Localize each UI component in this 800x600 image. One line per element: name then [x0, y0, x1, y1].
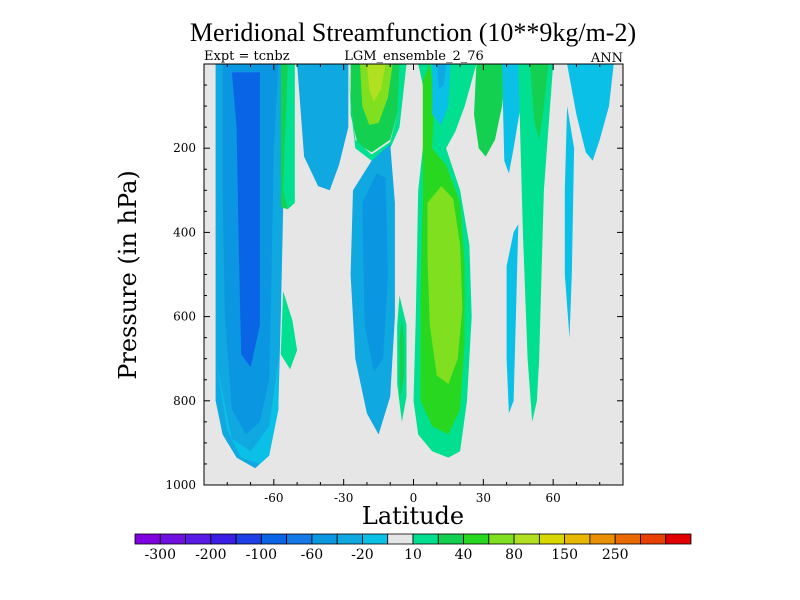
- colorbar-swatch: [362, 533, 389, 545]
- contour-upper-tropic-peak: [366, 64, 386, 102]
- x-axis-label: Latitude: [362, 502, 464, 530]
- colorbar-label: -100: [246, 547, 277, 563]
- y-axis-label: Pressure (in hPa): [114, 170, 142, 380]
- colorbar-label: 40: [455, 547, 473, 563]
- colorbar-label: 150: [551, 547, 578, 563]
- x-tick-label: -30: [334, 491, 353, 505]
- x-tick-label: 0: [410, 491, 418, 505]
- y-tick-label: 800: [173, 394, 196, 408]
- colorbar-label: 10: [404, 547, 422, 563]
- colorbar-swatch: [336, 533, 363, 545]
- contour-southern-cell-center: [231, 72, 260, 368]
- subtitle-left: Expt = tcnbz: [204, 49, 290, 64]
- contour-hadley-south-core: [362, 173, 388, 372]
- colorbar-swatch: [437, 533, 464, 545]
- colorbar-swatch: [210, 533, 237, 545]
- contour-regions: [215, 64, 614, 469]
- contour-polar-far-blue: [567, 64, 614, 161]
- colorbar-swatch: [513, 533, 540, 545]
- contour-blob-south-positive: [280, 291, 298, 370]
- colorbar-swatch: [614, 533, 641, 545]
- contour-southern-cell-edge: [215, 358, 279, 464]
- y-tick-label: 1000: [165, 478, 196, 492]
- colorbar-swatch: [134, 533, 161, 545]
- x-tick-label: 60: [546, 491, 561, 505]
- x-tick-label: -60: [264, 491, 283, 505]
- colorbar-swatch: [463, 533, 490, 545]
- contour-small-equator-core: [399, 316, 405, 401]
- contour-north-upper-blue-core: [436, 64, 447, 90]
- colorbar-swatch: [589, 533, 616, 545]
- colorbar-swatch: [640, 533, 667, 545]
- colorbar-label: -200: [195, 547, 226, 563]
- colorbar-swatch: [412, 533, 439, 545]
- chart-title: Meridional Streamfunction (10**9kg/m-2): [190, 18, 636, 47]
- contour-ferrel-south-edge: [283, 64, 295, 210]
- contour-hadley-north-peak: [427, 186, 463, 384]
- y-tick-label: 600: [173, 310, 196, 324]
- colorbar-swatch: [235, 533, 262, 545]
- colorbar-label: 80: [505, 547, 523, 563]
- colorbar-label: -20: [351, 547, 374, 563]
- contour-polar-north-core: [529, 64, 549, 140]
- contour-north-mid-blue-2: [506, 224, 519, 414]
- colorbar: -300 -200 -100 -60 -20 10 40 80 150 250: [134, 533, 692, 563]
- colorbar-swatch: [387, 533, 414, 545]
- y-tick-label: 200: [173, 141, 196, 155]
- colorbar-swatch: [311, 533, 338, 545]
- contour-upper-blue-mid: [297, 64, 349, 191]
- colorbar-swatch: [185, 533, 212, 545]
- y-tick-label: 400: [173, 225, 196, 239]
- colorbar-swatch: [564, 533, 591, 545]
- contour-upper-tropic-edge: [348, 64, 407, 161]
- colorbar-label: -300: [145, 547, 176, 563]
- colorbar-swatch: [159, 533, 186, 545]
- contour-ferrel-north: [474, 64, 507, 157]
- colorbar-label: -60: [301, 547, 324, 563]
- colorbar-swatch: [665, 533, 692, 545]
- contour-polar-north-green: [518, 64, 554, 422]
- axes: -60 -30 0 30 60 200 400 600 800 1000: [165, 63, 624, 505]
- subtitle-center: LGM_ensemble_2_76: [344, 49, 484, 64]
- x-tick-label: 30: [476, 491, 491, 505]
- contour-polar-far-blue-2: [564, 106, 575, 338]
- subtitle-right: ANN: [590, 51, 623, 66]
- colorbar-swatch: [538, 533, 566, 545]
- colorbar-swatch: [286, 533, 313, 545]
- colorbar-swatch: [488, 533, 515, 545]
- colorbar-label: 250: [602, 547, 629, 563]
- contour-north-upper-blue: [432, 64, 451, 125]
- colorbar-swatch: [260, 533, 288, 545]
